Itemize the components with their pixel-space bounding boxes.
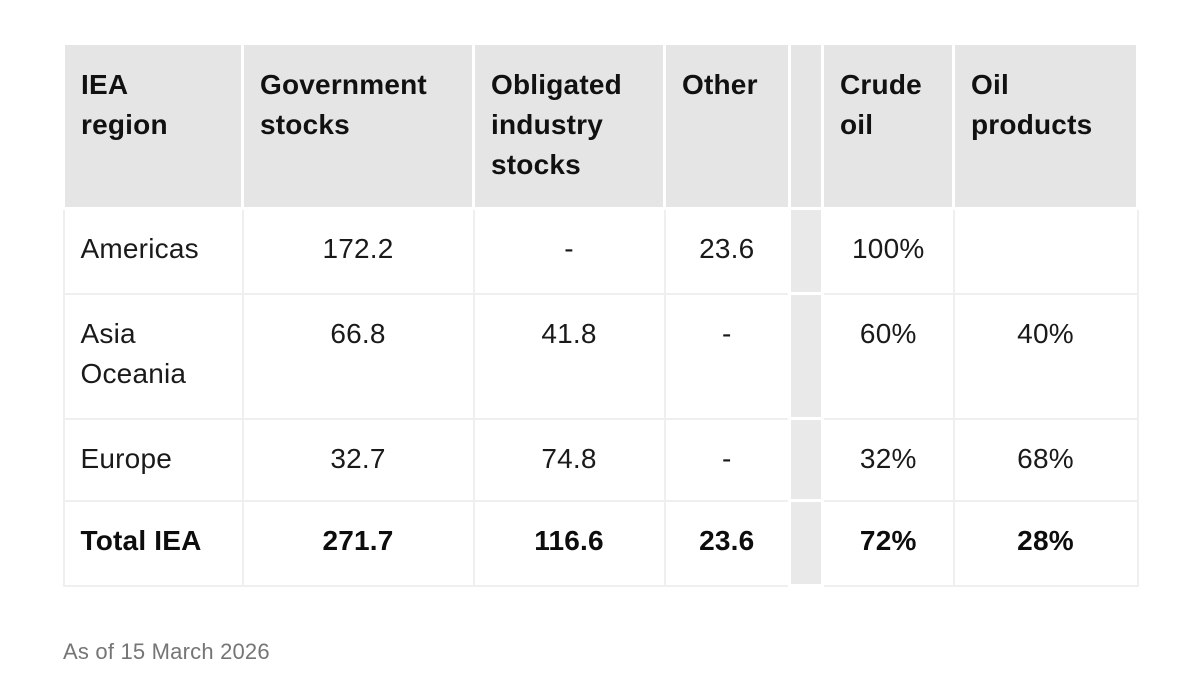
value-cell: - [472,207,666,295]
column-header-obligated-industry-stocks: Obligated industry stocks [472,42,666,210]
column-header-oil-products: Oil products [952,42,1139,210]
spacer-cell [788,207,824,295]
column-header-other: Other [663,42,791,210]
value-cell: - [663,417,791,502]
value-cell: 32.7 [241,417,475,502]
column-header-label: Oil products [971,69,1093,140]
column-header-label: Government stocks [260,69,427,140]
table-row-europe: Europe 32.7 74.8 - 32% 68% [62,417,1139,502]
value-cell [952,207,1139,295]
table-row-americas: Americas 172.2 - 23.6 100% [62,207,1139,295]
column-header-label: Crude oil [840,69,922,140]
value-cell: 41.8 [472,292,666,420]
value-cell: 271.7 [241,499,475,587]
spacer-column-header [788,42,824,210]
column-header-iea-region: IEA region [62,42,244,210]
value-cell: 72% [821,499,955,587]
value-cell: 172.2 [241,207,475,295]
column-header-label: Other [682,69,758,100]
column-header-label: Obligated industry stocks [491,69,622,180]
value-cell: 116.6 [472,499,666,587]
region-cell: Americas [62,207,244,295]
spacer-cell [788,292,824,420]
as-of-date-note: As of 15 March 2026 [63,639,270,664]
column-header-label: IEA region [81,69,168,140]
value-cell: 74.8 [472,417,666,502]
value-cell: 68% [952,417,1139,502]
value-cell: - [663,292,791,420]
spacer-cell [788,417,824,502]
value-cell: 40% [952,292,1139,420]
value-cell: 23.6 [663,499,791,587]
value-cell: 32% [821,417,955,502]
header-row: IEA region Government stocks Obligated i… [62,42,1139,210]
spacer-cell [788,499,824,587]
region-cell: Europe [62,417,244,502]
value-cell: 28% [952,499,1139,587]
value-cell: 66.8 [241,292,475,420]
table-section: IEA region Government stocks Obligated i… [62,42,1139,666]
value-cell: 100% [821,207,955,295]
region-cell: Total IEA [62,499,244,587]
table-row-asia-oceania: Asia Oceania 66.8 41.8 - 60% 40% [62,292,1139,420]
iea-stocks-table: IEA region Government stocks Obligated i… [62,42,1139,587]
table-row-total-iea: Total IEA 271.7 116.6 23.6 72% 28% [62,499,1139,587]
region-cell: Asia Oceania [62,292,244,420]
value-cell: 60% [821,292,955,420]
column-header-crude-oil: Crude oil [821,42,955,210]
value-cell: 23.6 [663,207,791,295]
column-header-government-stocks: Government stocks [241,42,475,210]
